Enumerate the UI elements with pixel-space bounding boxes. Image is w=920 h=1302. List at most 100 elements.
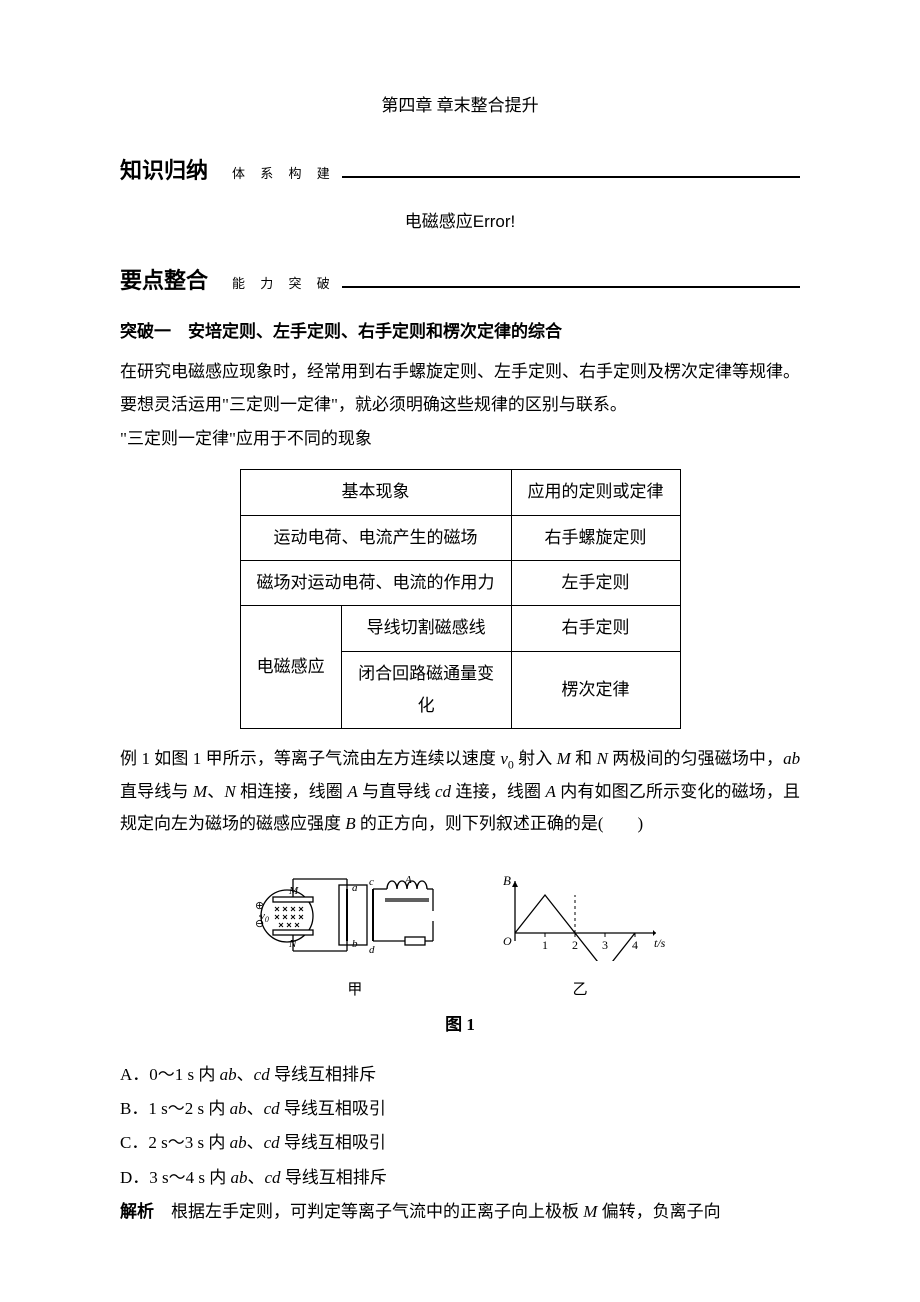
var-cd: cd [435, 782, 451, 801]
ex-t3: 和 [571, 749, 597, 768]
ex-t1: 如图 1 甲所示，等离子气流由左方连续以速度 [154, 749, 500, 768]
fig-right-label: 乙 [495, 976, 665, 1005]
option-D: D．3 s～4 s 内 ab、cd 导线互相排斥 [120, 1162, 800, 1194]
figure-row: M N ⊕ ⊖ v0 a b c d A 甲 B Ot/s 1 2 3 4 乙 [120, 861, 800, 1005]
emf-prefix: 电磁感应 [405, 212, 473, 231]
optB-pre: B．1 s～2 s 内 [120, 1099, 230, 1118]
var-N2: N [224, 782, 235, 801]
ex-t5: 直导线与 [120, 782, 193, 801]
var-B: B [345, 814, 355, 833]
example-prefix: 例 [120, 749, 137, 768]
v0-var: v [500, 749, 508, 768]
section-header-2: 要点整合 能 力 突 破 [120, 260, 800, 302]
optB-cd: cd [264, 1099, 280, 1118]
section-small-2: 能 力 突 破 [232, 272, 336, 297]
table-cell: 电磁感应 [240, 606, 341, 729]
var-N: N [597, 749, 608, 768]
svg-text:2: 2 [572, 938, 578, 952]
optC-sep: 、 [247, 1133, 264, 1152]
optA-sep: 、 [237, 1065, 254, 1084]
optB-tail: 导线互相吸引 [280, 1099, 386, 1118]
ex-t6: 相连接，线圈 [236, 782, 348, 801]
ex-t7: 与直导线 [358, 782, 435, 801]
optA-cd: cd [254, 1065, 270, 1084]
table-cell: 导线切割磁感线 [341, 606, 511, 651]
ex-t4: 两极间的匀强磁场中， [608, 749, 783, 768]
section-header-1: 知识归纳 体 系 构 建 [120, 150, 800, 192]
circuit-diagram: M N ⊕ ⊖ v0 a b c d A 甲 [255, 861, 455, 1005]
cell-line-1: 闭合回路磁通量变 [358, 664, 494, 683]
var-A2: A [546, 782, 556, 801]
optD-tail: 导线互相排斥 [281, 1168, 387, 1187]
optA-tail: 导线互相排斥 [270, 1065, 376, 1084]
label-c: c [369, 876, 374, 888]
optA-ab: ab [220, 1065, 237, 1084]
table-cell: 闭合回路磁通量变 化 [341, 651, 511, 729]
svg-text:3: 3 [602, 938, 608, 952]
optC-ab: ab [230, 1133, 247, 1152]
analysis-body-1: 根据左手定则，可判定等离子气流中的正离子向上极板 [154, 1202, 583, 1221]
table-cell: 基本现象 [240, 470, 511, 515]
optB-sep: 、 [247, 1099, 264, 1118]
table-cell: 磁场对运动电荷、电流的作用力 [240, 560, 511, 605]
analysis-body-2: 偏转，负离子向 [597, 1202, 720, 1221]
error-text: Error! [473, 212, 516, 231]
optD-pre: D．3 s～4 s 内 [120, 1168, 231, 1187]
var-M2: M [193, 782, 207, 801]
section-big-1: 知识归纳 [120, 150, 208, 192]
option-C: C．2 s～3 s 内 ab、cd 导线互相吸引 [120, 1127, 800, 1159]
analysis-M: M [583, 1202, 597, 1221]
example-1: 例 1 如图 1 甲所示，等离子气流由左方连续以速度 v0 射入 M 和 N 两… [120, 743, 800, 841]
figure-caption: 图 1 [120, 1009, 800, 1041]
var-M: M [557, 749, 571, 768]
optC-pre: C．2 s～3 s 内 [120, 1133, 230, 1152]
fig-left-label: 甲 [255, 976, 455, 1005]
optC-cd: cd [264, 1133, 280, 1152]
table-cell: 右手螺旋定则 [511, 515, 680, 560]
example-num: 1 [141, 749, 150, 768]
label-M: M [288, 885, 299, 897]
paragraph-1: 在研究电磁感应现象时，经常用到右手螺旋定则、左手定则、右手定则及楞次定律等规律。… [120, 356, 800, 421]
section-rule-2 [342, 286, 800, 288]
breakthrough-title: 突破一 安培定则、左手定则、右手定则和楞次定律的综合 [120, 316, 800, 348]
table-cell: 应用的定则或定律 [511, 470, 680, 515]
section-big-2: 要点整合 [120, 260, 208, 302]
analysis: 解析 根据左手定则，可判定等离子气流中的正离子向上极板 M 偏转，负离子向 [120, 1196, 800, 1228]
optD-sep: 、 [248, 1168, 265, 1187]
rules-table: 基本现象 应用的定则或定律 运动电荷、电流产生的磁场 右手螺旋定则 磁场对运动电… [240, 469, 681, 729]
optD-cd: cd [265, 1168, 281, 1187]
bt-graph: B Ot/s 1 2 3 4 乙 [495, 861, 665, 1005]
optD-ab: ab [231, 1168, 248, 1187]
var-A: A [347, 782, 357, 801]
table-cell: 运动电荷、电流产生的磁场 [240, 515, 511, 560]
svg-text:O: O [503, 934, 512, 948]
emf-error-line: 电磁感应Error! [120, 206, 800, 238]
ex-t2: 射入 [514, 749, 557, 768]
ex-t8: 连接，线圈 [451, 782, 545, 801]
section-small-1: 体 系 构 建 [232, 162, 336, 187]
optB-ab: ab [230, 1099, 247, 1118]
table-cell: 楞次定律 [511, 651, 680, 729]
label-A: A [404, 874, 412, 886]
label-N: N [288, 938, 297, 950]
label-v0: v0 [260, 910, 269, 924]
svg-text:B: B [503, 873, 511, 888]
label-b: b [352, 938, 358, 950]
chapter-title: 第四章 章末整合提升 [120, 90, 800, 122]
svg-text:1: 1 [542, 938, 548, 952]
label-a: a [352, 882, 358, 894]
analysis-prefix: 解析 [120, 1202, 154, 1221]
svg-text:t/s: t/s [654, 936, 665, 950]
option-A: A．0～1 s 内 ab、cd 导线互相排斥 [120, 1059, 800, 1091]
optC-tail: 导线互相吸引 [280, 1133, 386, 1152]
table-cell: 右手定则 [511, 606, 680, 651]
var-ab: ab [783, 749, 800, 768]
option-B: B．1 s～2 s 内 ab、cd 导线互相吸引 [120, 1093, 800, 1125]
ex-sep1: 、 [207, 782, 224, 801]
paragraph-2: "三定则一定律"应用于不同的现象 [120, 423, 800, 455]
cell-line-2: 化 [418, 696, 435, 715]
ex-t10: 的正方向，则下列叙述正确的是( ) [356, 814, 644, 833]
optA-pre: A．0～1 s 内 [120, 1065, 220, 1084]
svg-text:4: 4 [632, 938, 638, 952]
section-rule-1 [342, 176, 800, 178]
